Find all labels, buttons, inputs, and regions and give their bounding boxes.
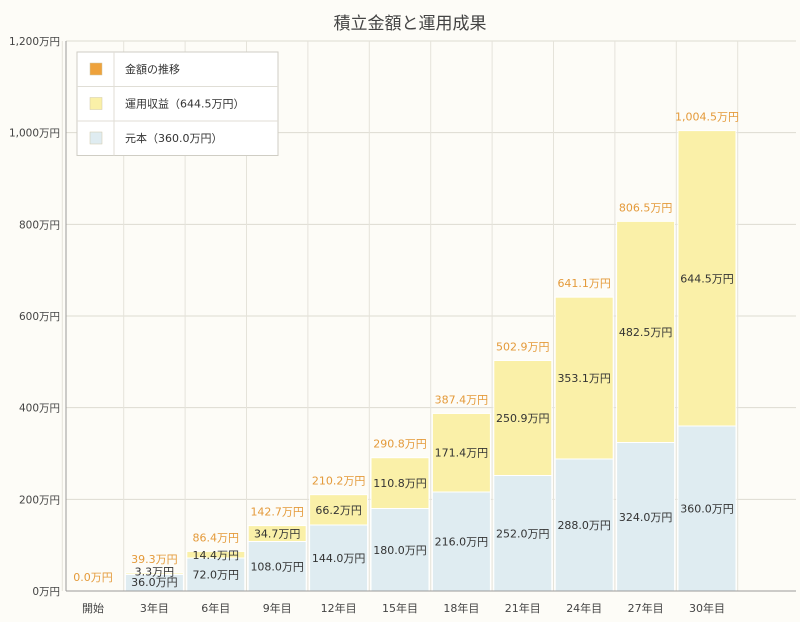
bar-segment-principal [554, 458, 614, 592]
total-data-label: 86.4万円 [193, 531, 240, 544]
bar-segment-principal [677, 425, 737, 592]
y-tick-label: 1,200万円 [9, 36, 60, 48]
bar-segment-returns [554, 296, 614, 460]
legend-item-total-label: 金額の推移 [125, 62, 180, 76]
x-tick-label: 15年目 [382, 601, 418, 615]
y-tick-label: 0万円 [32, 586, 60, 598]
x-tick-label: 18年目 [443, 601, 479, 615]
principal-data-label: 36.0万円 [131, 576, 178, 589]
y-tick-label: 800万円 [19, 219, 60, 231]
legend-item-total-swatch [89, 62, 103, 76]
total-data-label: 502.9万円 [496, 341, 550, 354]
x-tick-label: 9年目 [263, 601, 292, 615]
bar-segment-returns [616, 220, 676, 443]
principal-data-label: 72.0万円 [193, 569, 240, 582]
legend-item-principal-swatch [89, 131, 103, 145]
principal-data-label: 252.0万円 [496, 527, 550, 540]
x-tick-label: 30年目 [689, 601, 725, 615]
bar-segment-returns [493, 360, 553, 477]
total-data-label: 1,004.5万円 [675, 111, 739, 124]
x-tick-label: 開始 [82, 601, 104, 615]
total-data-label: 387.4万円 [435, 393, 489, 406]
total-data-label: 806.5万円 [619, 201, 673, 214]
principal-data-label: 108.0万円 [250, 560, 304, 573]
bar-segment-returns [431, 412, 491, 493]
principal-data-label: 144.0万円 [312, 552, 366, 565]
y-tick-label: 400万円 [19, 403, 60, 415]
principal-data-label: 324.0万円 [619, 511, 673, 524]
bar-segment-returns [309, 494, 369, 526]
total-data-label: 290.8万円 [373, 438, 427, 451]
returns-data-label: 14.4万円 [193, 549, 240, 562]
returns-data-label: 250.9万円 [496, 412, 550, 425]
principal-data-label: 216.0万円 [435, 536, 489, 549]
x-tick-label: 24年目 [566, 601, 602, 615]
total-data-label: 0.0万円 [73, 571, 113, 584]
x-tick-label: 12年目 [321, 601, 357, 615]
bar-segment-returns [124, 572, 184, 575]
returns-data-label: 110.8万円 [373, 477, 427, 490]
bar-segment-returns [370, 457, 430, 510]
bar-segment-returns [247, 525, 307, 542]
x-tick-label: 3年目 [140, 601, 169, 615]
total-data-label: 39.3万円 [131, 553, 178, 566]
bars [124, 130, 737, 592]
x-tick-label: 6年目 [201, 601, 230, 615]
bar-segment-returns [677, 130, 737, 427]
legend-item-returns-swatch [89, 97, 103, 110]
bar-segment-principal [370, 508, 430, 592]
legend-box [76, 51, 279, 156]
bar-segment-principal [431, 491, 491, 592]
principal-data-label: 360.0万円 [680, 503, 734, 516]
y-tick-label: 1,000万円 [9, 128, 60, 140]
chart-title: 積立金額と運用成果 [334, 14, 487, 34]
returns-data-label: 482.5万円 [619, 326, 673, 339]
legend-item-principal-label: 元本（360.0万円） [125, 131, 223, 145]
x-tick-label: 27年目 [628, 601, 664, 615]
returns-data-label: 644.5万円 [680, 272, 734, 285]
returns-data-label: 3.3万円 [135, 566, 175, 579]
legend-item-returns-label: 運用収益（644.5万円） [125, 97, 245, 111]
bar-segment-principal [309, 524, 369, 592]
returns-data-label: 34.7万円 [254, 528, 301, 541]
returns-data-label: 66.2万円 [315, 504, 362, 517]
principal-data-label: 180.0万円 [373, 544, 427, 557]
total-data-label: 641.1万円 [557, 277, 611, 290]
y-tick-label: 200万円 [19, 494, 60, 506]
bar-segment-returns [186, 550, 246, 559]
returns-data-label: 171.4万円 [435, 447, 489, 460]
principal-data-label: 288.0万円 [557, 519, 611, 532]
total-data-label: 142.7万円 [250, 506, 304, 519]
y-tick-label: 600万円 [19, 311, 60, 323]
returns-data-label: 353.1万円 [557, 372, 611, 385]
total-data-label: 210.2万円 [312, 475, 366, 488]
x-tick-label: 21年目 [505, 601, 541, 615]
